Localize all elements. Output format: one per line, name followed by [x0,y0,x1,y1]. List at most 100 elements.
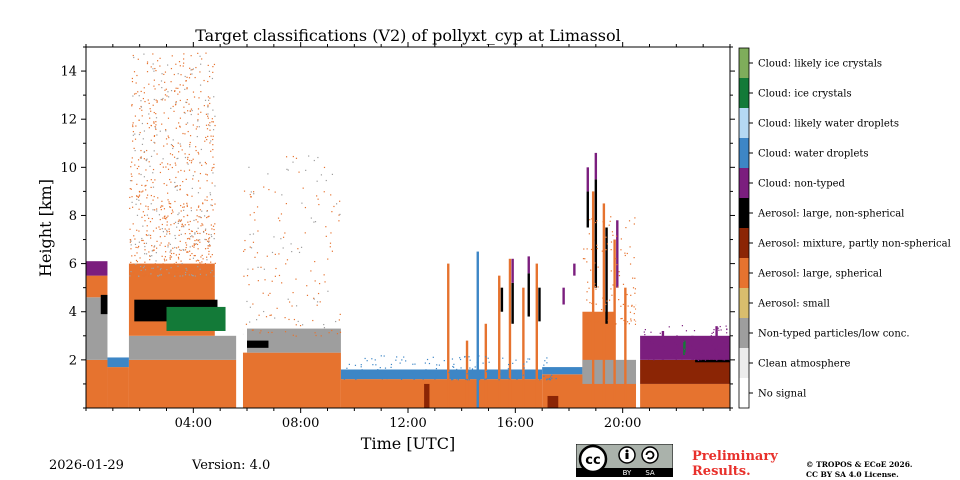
speckle-cloud-non-typed [710,335,712,337]
speckle-non-typed-particles-low-conc [153,150,155,152]
speckle-aerosol-large-spherical [147,99,149,101]
speckle-aerosol-large-spherical [173,156,176,158]
speckle-aerosol-large-spherical [199,272,201,274]
speckle-aerosol-large-spherical [200,263,202,265]
speckle-aerosol-large-spherical [178,229,181,231]
region-aerosol-large-spherical [86,359,108,408]
speckle-cloud-non-typed [712,331,715,333]
legend-swatch-aerosol-mixture-partly-non-spherical [739,228,749,258]
speckle-aerosol-large-spherical [592,226,594,229]
speckle-aerosol-large-spherical [186,87,188,89]
speckle-aerosol-large-spherical [136,229,138,231]
speckle-aerosol-large-spherical [292,291,294,294]
speckle-non-typed-particles-low-conc [327,290,329,292]
speckle-non-typed-particles-low-conc [143,130,146,132]
speckle-aerosol-large-spherical [148,275,150,277]
speckle-aerosol-large-spherical [189,238,191,240]
speckle-aerosol-large-spherical [318,203,320,206]
speckle-cloud-non-typed [681,325,684,327]
speckle-aerosol-large-spherical [206,174,208,176]
speckle-aerosol-large-spherical [201,268,203,270]
speckle-cloud-water-droplets [549,377,551,380]
cc-license-logo[interactable]: cc BY SA [576,444,673,477]
speckle-non-typed-particles-low-conc [207,99,210,101]
speckle-aerosol-large-spherical [329,242,332,244]
speckle-aerosol-large-spherical [136,261,139,263]
speckle-aerosol-large-spherical [312,319,314,322]
speckle-non-typed-particles-low-conc [210,272,212,274]
speckle-aerosol-large-spherical [204,263,207,265]
speckle-aerosol-large-spherical [168,202,170,205]
speckle-aerosol-large-spherical [250,196,252,198]
speckle-aerosol-large-spherical [180,74,182,76]
speckle-aerosol-large-spherical [199,262,201,264]
speckle-aerosol-large-spherical [314,280,316,282]
speckle-aerosol-large-spherical [129,188,131,190]
speckle-aerosol-large-spherical [613,247,616,250]
speckle-aerosol-large-spherical [131,206,134,208]
speckle-aerosol-large-spherical [145,189,147,191]
speckle-non-typed-particles-low-conc [153,245,156,247]
speckle-aerosol-large-spherical [211,121,213,123]
speckle-aerosol-large-spherical [285,156,288,158]
speckle-aerosol-large-spherical [323,274,325,276]
speckle-non-typed-particles-low-conc [199,216,201,218]
speckle-cloud-non-typed [649,337,651,339]
speckle-cloud-water-droplets [345,373,347,375]
speckle-non-typed-particles-low-conc [297,320,299,323]
speckle-non-typed-particles-low-conc [152,172,154,174]
speckle-aerosol-large-spherical [310,270,312,272]
speckle-aerosol-large-spherical [177,87,179,89]
speckle-aerosol-large-spherical [189,141,191,144]
speckle-aerosol-large-spherical [205,52,207,54]
speckle-cloud-water-droplets [422,378,424,380]
speckle-cloud-non-typed [726,346,729,348]
speckle-aerosol-large-spherical [160,209,162,211]
region-aerosol-large-spherical [241,352,341,408]
speckle-aerosol-large-spherical [181,271,183,273]
speckle-non-typed-particles-low-conc [274,317,276,319]
speckle-aerosol-large-spherical [212,121,215,123]
speckle-aerosol-large-spherical [163,73,165,76]
speckle-cloud-non-typed [723,342,725,344]
speckle-aerosol-large-spherical [189,254,191,257]
speckle-aerosol-large-spherical [626,293,628,296]
speckle-non-typed-particles-low-conc [174,275,176,277]
speckle-aerosol-large-spherical [204,273,206,275]
speckle-cloud-non-typed [698,350,700,352]
speckle-aerosol-large-spherical [608,224,610,226]
speckle-non-typed-particles-low-conc [191,187,193,190]
speckle-aerosol-large-spherical [630,294,632,296]
speckle-non-typed-particles-low-conc [335,203,338,205]
speckle-aerosol-large-spherical [252,329,254,331]
speckle-cloud-non-typed [673,337,675,339]
speckle-cloud-water-droplets [539,379,541,381]
speckle-aerosol-large-spherical [206,210,208,212]
speckle-aerosol-large-spherical [169,178,171,181]
speckle-cloud-non-typed [716,345,719,347]
column-aerosol-large-spherical [613,239,616,408]
speckle-aerosol-large-spherical [168,136,170,139]
column-aerosol-large-spherical [591,191,595,408]
speckle-aerosol-large-spherical [192,91,195,93]
speckle-cloud-water-droplets [544,360,546,362]
legend-label-cloud-likely-ice-crystals: Cloud: likely ice crystals [758,59,882,70]
speckle-non-typed-particles-low-conc [300,246,303,248]
speckle-aerosol-large-spherical [159,228,161,230]
speckle-aerosol-large-spherical [159,65,161,67]
speckle-aerosol-large-spherical [167,168,170,170]
speckle-aerosol-large-spherical [268,188,270,191]
speckle-non-typed-particles-low-conc [273,236,275,238]
speckle-aerosol-large-spherical [156,268,158,270]
speckle-aerosol-large-spherical [634,292,636,294]
speckle-non-typed-particles-low-conc [316,301,319,303]
speckle-aerosol-large-spherical [142,97,144,100]
speckle-aerosol-large-spherical [590,248,593,251]
speckle-aerosol-large-spherical [165,259,168,261]
speckle-aerosol-large-spherical [175,271,177,273]
speckle-aerosol-large-spherical [205,239,207,241]
column-cloud-non-typed [586,167,589,192]
speckle-aerosol-large-spherical [152,53,154,55]
x-tick-label: 12:00 [389,416,426,431]
speckle-aerosol-large-spherical [594,262,596,264]
